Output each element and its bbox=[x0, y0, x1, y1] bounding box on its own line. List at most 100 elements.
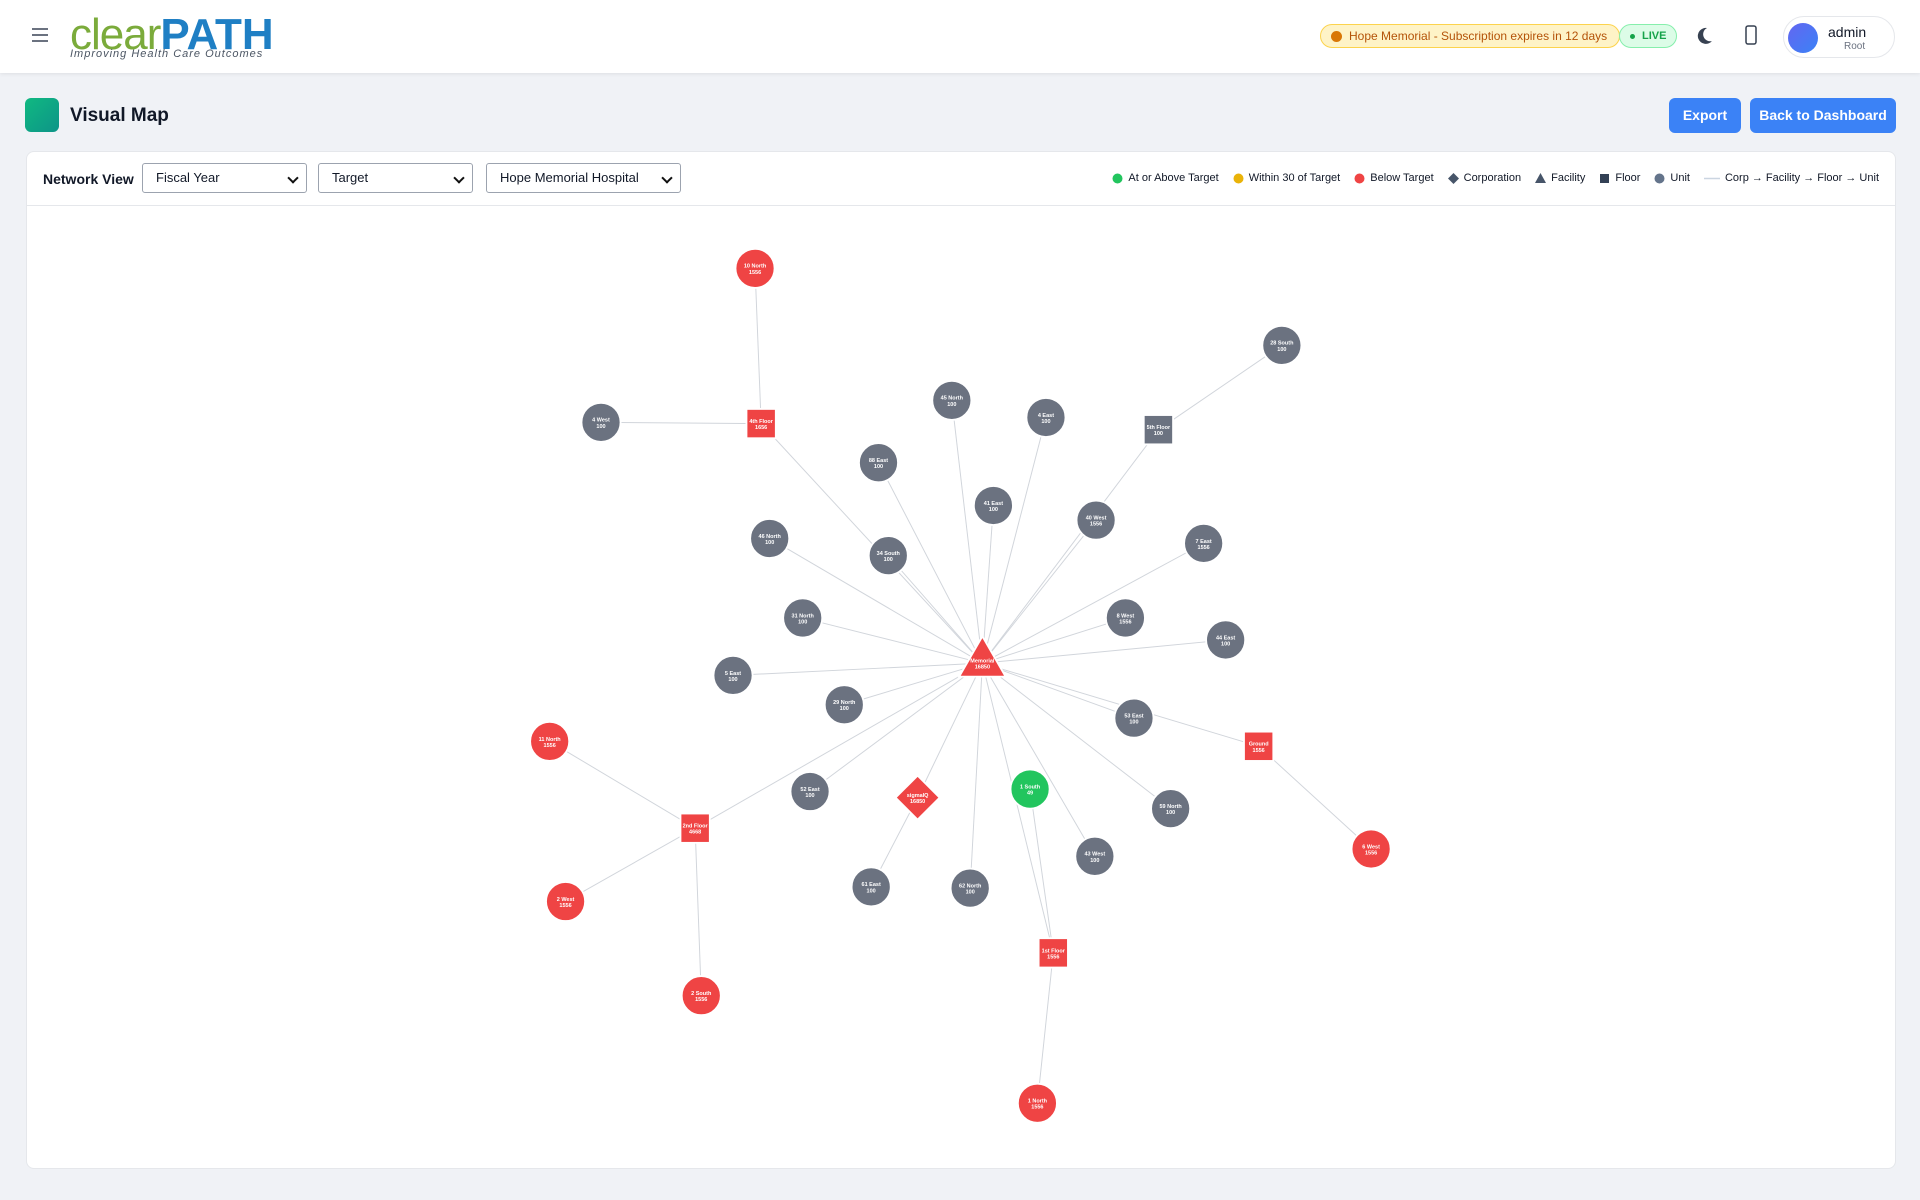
node-label: 7 East bbox=[1196, 539, 1212, 545]
export-button[interactable]: Export bbox=[1669, 98, 1741, 133]
floor-node bbox=[679, 812, 711, 844]
node-value: 1556 bbox=[1031, 1105, 1043, 1111]
floor-node bbox=[1243, 730, 1275, 762]
edge bbox=[878, 462, 983, 664]
node-label: 11 North bbox=[539, 737, 562, 743]
node-value: 16850 bbox=[975, 665, 990, 671]
edge bbox=[733, 662, 983, 676]
legend-label: Facility bbox=[1551, 172, 1586, 184]
unit-node bbox=[529, 720, 571, 762]
select[interactable]: Target bbox=[318, 163, 473, 193]
node-value: 100 bbox=[596, 424, 605, 430]
node-label: 43 West bbox=[1085, 852, 1106, 858]
logo[interactable]: clearPATH Improving Health Care Outcomes bbox=[70, 10, 274, 60]
edge bbox=[565, 827, 696, 902]
node-value: 1556 bbox=[1090, 522, 1102, 528]
select[interactable]: Hope Memorial Hospital bbox=[486, 163, 681, 193]
unit-node bbox=[782, 597, 824, 639]
icon bbox=[1447, 172, 1459, 184]
unit-node bbox=[580, 401, 622, 443]
device-toggle[interactable] bbox=[1744, 25, 1758, 47]
avatar bbox=[1788, 23, 1818, 53]
node-value: 16850 bbox=[910, 799, 925, 805]
unit-node bbox=[1150, 788, 1192, 830]
edge bbox=[982, 429, 1159, 664]
user-menu[interactable]: admin Root bbox=[1783, 16, 1895, 58]
node-label: 2 West bbox=[557, 897, 575, 903]
legend-label: Unit bbox=[1670, 172, 1690, 184]
node-value: 100 bbox=[1041, 419, 1050, 425]
legend: At or Above Target Within 30 of Target Bel… bbox=[1112, 172, 1879, 184]
node-value: 1556 bbox=[1253, 748, 1265, 754]
node-label: 29 North bbox=[833, 700, 856, 706]
floor-node bbox=[745, 407, 777, 440]
node-value: 100 bbox=[989, 507, 998, 513]
legend-item: Within 30 of Target bbox=[1233, 172, 1340, 184]
node-label: 34 South bbox=[877, 551, 901, 557]
node-label: sigmaIQ bbox=[907, 793, 929, 799]
edge bbox=[802, 617, 983, 664]
edge bbox=[601, 421, 762, 425]
node-value: 100 bbox=[840, 706, 849, 712]
select[interactable]: Fiscal Year bbox=[142, 163, 307, 193]
live-badge: LIVE bbox=[1619, 24, 1678, 48]
unit-node bbox=[1025, 396, 1067, 438]
unit-node bbox=[1183, 522, 1225, 564]
node-label: 41 East bbox=[984, 501, 1003, 507]
unit-node bbox=[1113, 697, 1155, 739]
unit-node bbox=[1205, 619, 1247, 661]
icon bbox=[1535, 172, 1547, 183]
node-label: 1 North bbox=[1028, 1099, 1048, 1105]
legend-item: Facility bbox=[1535, 172, 1585, 184]
logo-text: clear bbox=[70, 10, 161, 59]
node-value: 100 bbox=[1221, 641, 1230, 647]
edge bbox=[951, 400, 983, 664]
dashboard-button[interactable]: Back to Dashboard bbox=[1750, 98, 1896, 133]
unit-node bbox=[1075, 499, 1117, 541]
node-label: 46 North bbox=[759, 534, 782, 540]
menu-button[interactable] bbox=[32, 28, 48, 46]
corporation-node bbox=[894, 774, 941, 821]
icon bbox=[1112, 173, 1123, 183]
node-label: 53 East bbox=[1124, 714, 1143, 720]
theme-toggle[interactable] bbox=[1694, 26, 1714, 46]
map-card: Network View Fiscal Year Target Hope Mem… bbox=[26, 151, 1896, 1169]
node-value: 100 bbox=[947, 402, 956, 408]
node-label: 44 East bbox=[1216, 635, 1235, 641]
